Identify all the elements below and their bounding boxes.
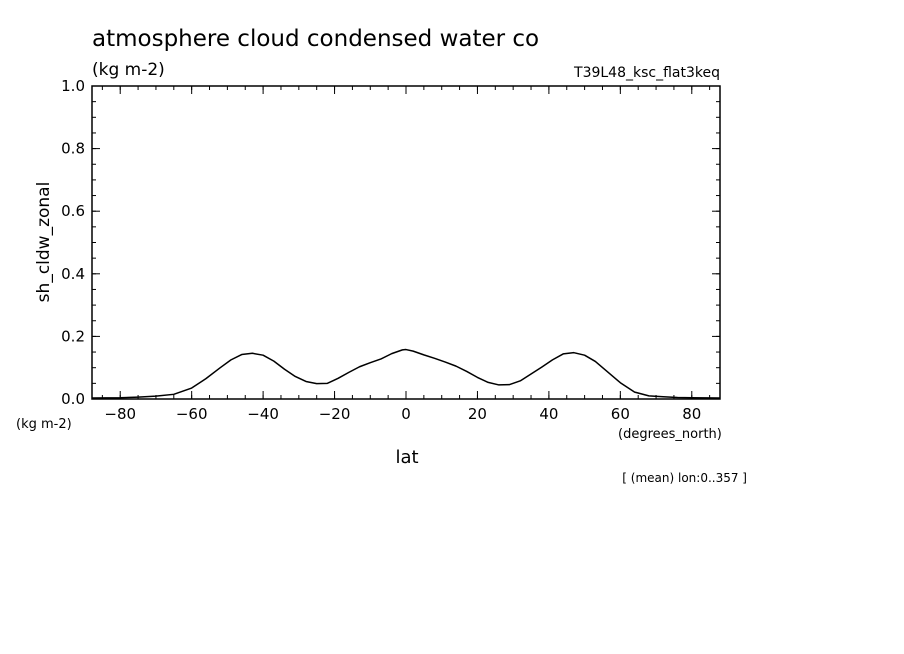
y-axis-units: (kg m-2): [16, 417, 72, 432]
y-tick-label: 1.0: [61, 77, 85, 95]
x-tick-label: 20: [468, 405, 487, 423]
x-tick-label: −40: [247, 405, 279, 423]
x-axis-units: (degrees_north): [618, 427, 722, 442]
y-tick-label: 0.0: [61, 390, 85, 408]
y-tick-label: 0.6: [61, 202, 85, 220]
y-tick-label: 0.8: [61, 140, 85, 158]
x-tick-label: −60: [176, 405, 208, 423]
x-tick-label: 0: [401, 405, 411, 423]
x-tick-label: −80: [104, 405, 136, 423]
x-tick-label: 80: [682, 405, 701, 423]
y-tick-label: 0.4: [61, 265, 85, 283]
series-line: [91, 348, 721, 399]
x-axis-label: lat: [395, 447, 418, 468]
x-tick-label: −20: [319, 405, 351, 423]
title-units: (kg m-2): [92, 60, 165, 80]
chart-title: atmosphere cloud condensed water co: [92, 26, 539, 52]
run-label: T39L48_ksc_flat3keq: [573, 65, 720, 81]
plot-frame: [91, 85, 721, 400]
x-tick-label: 40: [539, 405, 558, 423]
x-tick-label: 60: [611, 405, 630, 423]
footnote: [ (mean) lon:0..357 ]: [622, 471, 747, 485]
y-tick-label: 0.2: [61, 327, 85, 345]
y-axis-label: sh_cldw_zonal: [34, 182, 54, 303]
